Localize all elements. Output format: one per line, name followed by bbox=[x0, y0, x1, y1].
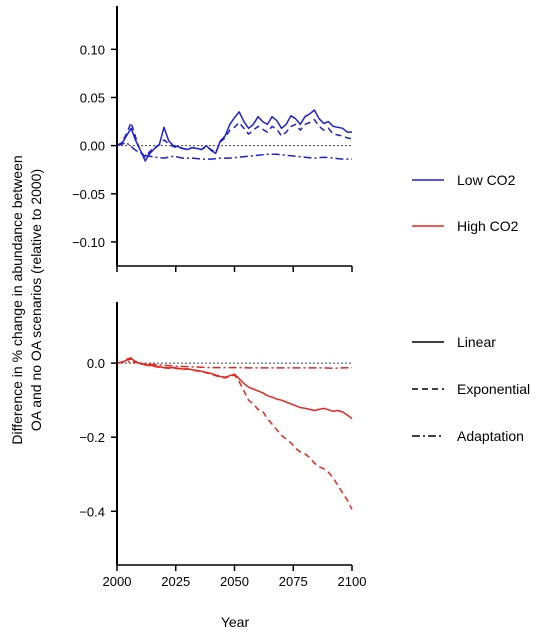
top-series-dashdot bbox=[116, 141, 352, 160]
top-series-dashed bbox=[116, 118, 353, 158]
y-axis-title-line2: OA and no OA scenarios (relative to 2000… bbox=[28, 169, 44, 431]
legend-label-low-co2: Low CO2 bbox=[457, 172, 516, 188]
bottom-panel: 0.0 −0.2 −0.4 2000 2025 2050 2075 2100 bbox=[79, 302, 366, 589]
bot-series-dashed bbox=[116, 357, 353, 510]
bottom-y-ticks: 0.0 −0.2 −0.4 bbox=[79, 356, 117, 519]
bot-y-tick-label: −0.2 bbox=[79, 430, 105, 445]
top-y-tick-label: −0.10 bbox=[72, 235, 105, 250]
legend-label-high-co2: High CO2 bbox=[457, 218, 519, 234]
legend: Low CO2 High CO2 Linear Exponential Adap… bbox=[412, 172, 530, 444]
x-axis-title: Year bbox=[221, 614, 250, 630]
top-series-solid bbox=[116, 109, 352, 162]
bottom-series-lines bbox=[116, 357, 353, 510]
top-y-tick-label: 0.05 bbox=[80, 90, 105, 105]
bot-x-tick-label: 2075 bbox=[279, 574, 308, 589]
top-y-tick-label: 0.00 bbox=[80, 139, 105, 154]
bot-x-tick-label: 2000 bbox=[103, 574, 132, 589]
top-panel: 0.10 0.05 0.00 −0.05 −0.10 bbox=[72, 6, 353, 272]
top-y-ticks: 0.10 0.05 0.00 −0.05 −0.10 bbox=[72, 42, 117, 250]
bot-series-dashdot bbox=[116, 360, 353, 370]
top-y-tick-label: 0.10 bbox=[80, 42, 105, 57]
bot-y-tick-label: 0.0 bbox=[87, 356, 105, 371]
legend-label-exponential: Exponential bbox=[457, 381, 530, 397]
bottom-x-ticks: 2000 2025 2050 2075 2100 bbox=[103, 565, 367, 589]
bot-y-tick-label: −0.4 bbox=[79, 504, 105, 519]
bot-x-tick-label: 2050 bbox=[220, 574, 249, 589]
top-x-ticks bbox=[116, 266, 353, 272]
bot-x-tick-label: 2025 bbox=[161, 574, 190, 589]
top-series-lines bbox=[116, 109, 353, 162]
legend-label-linear: Linear bbox=[457, 334, 496, 350]
top-y-tick-label: −0.05 bbox=[72, 187, 105, 202]
y-axis-title-line1: Difference in % change in abundance betw… bbox=[9, 155, 25, 444]
legend-label-adaptation: Adaptation bbox=[457, 428, 524, 444]
bot-x-tick-label: 2100 bbox=[338, 574, 367, 589]
